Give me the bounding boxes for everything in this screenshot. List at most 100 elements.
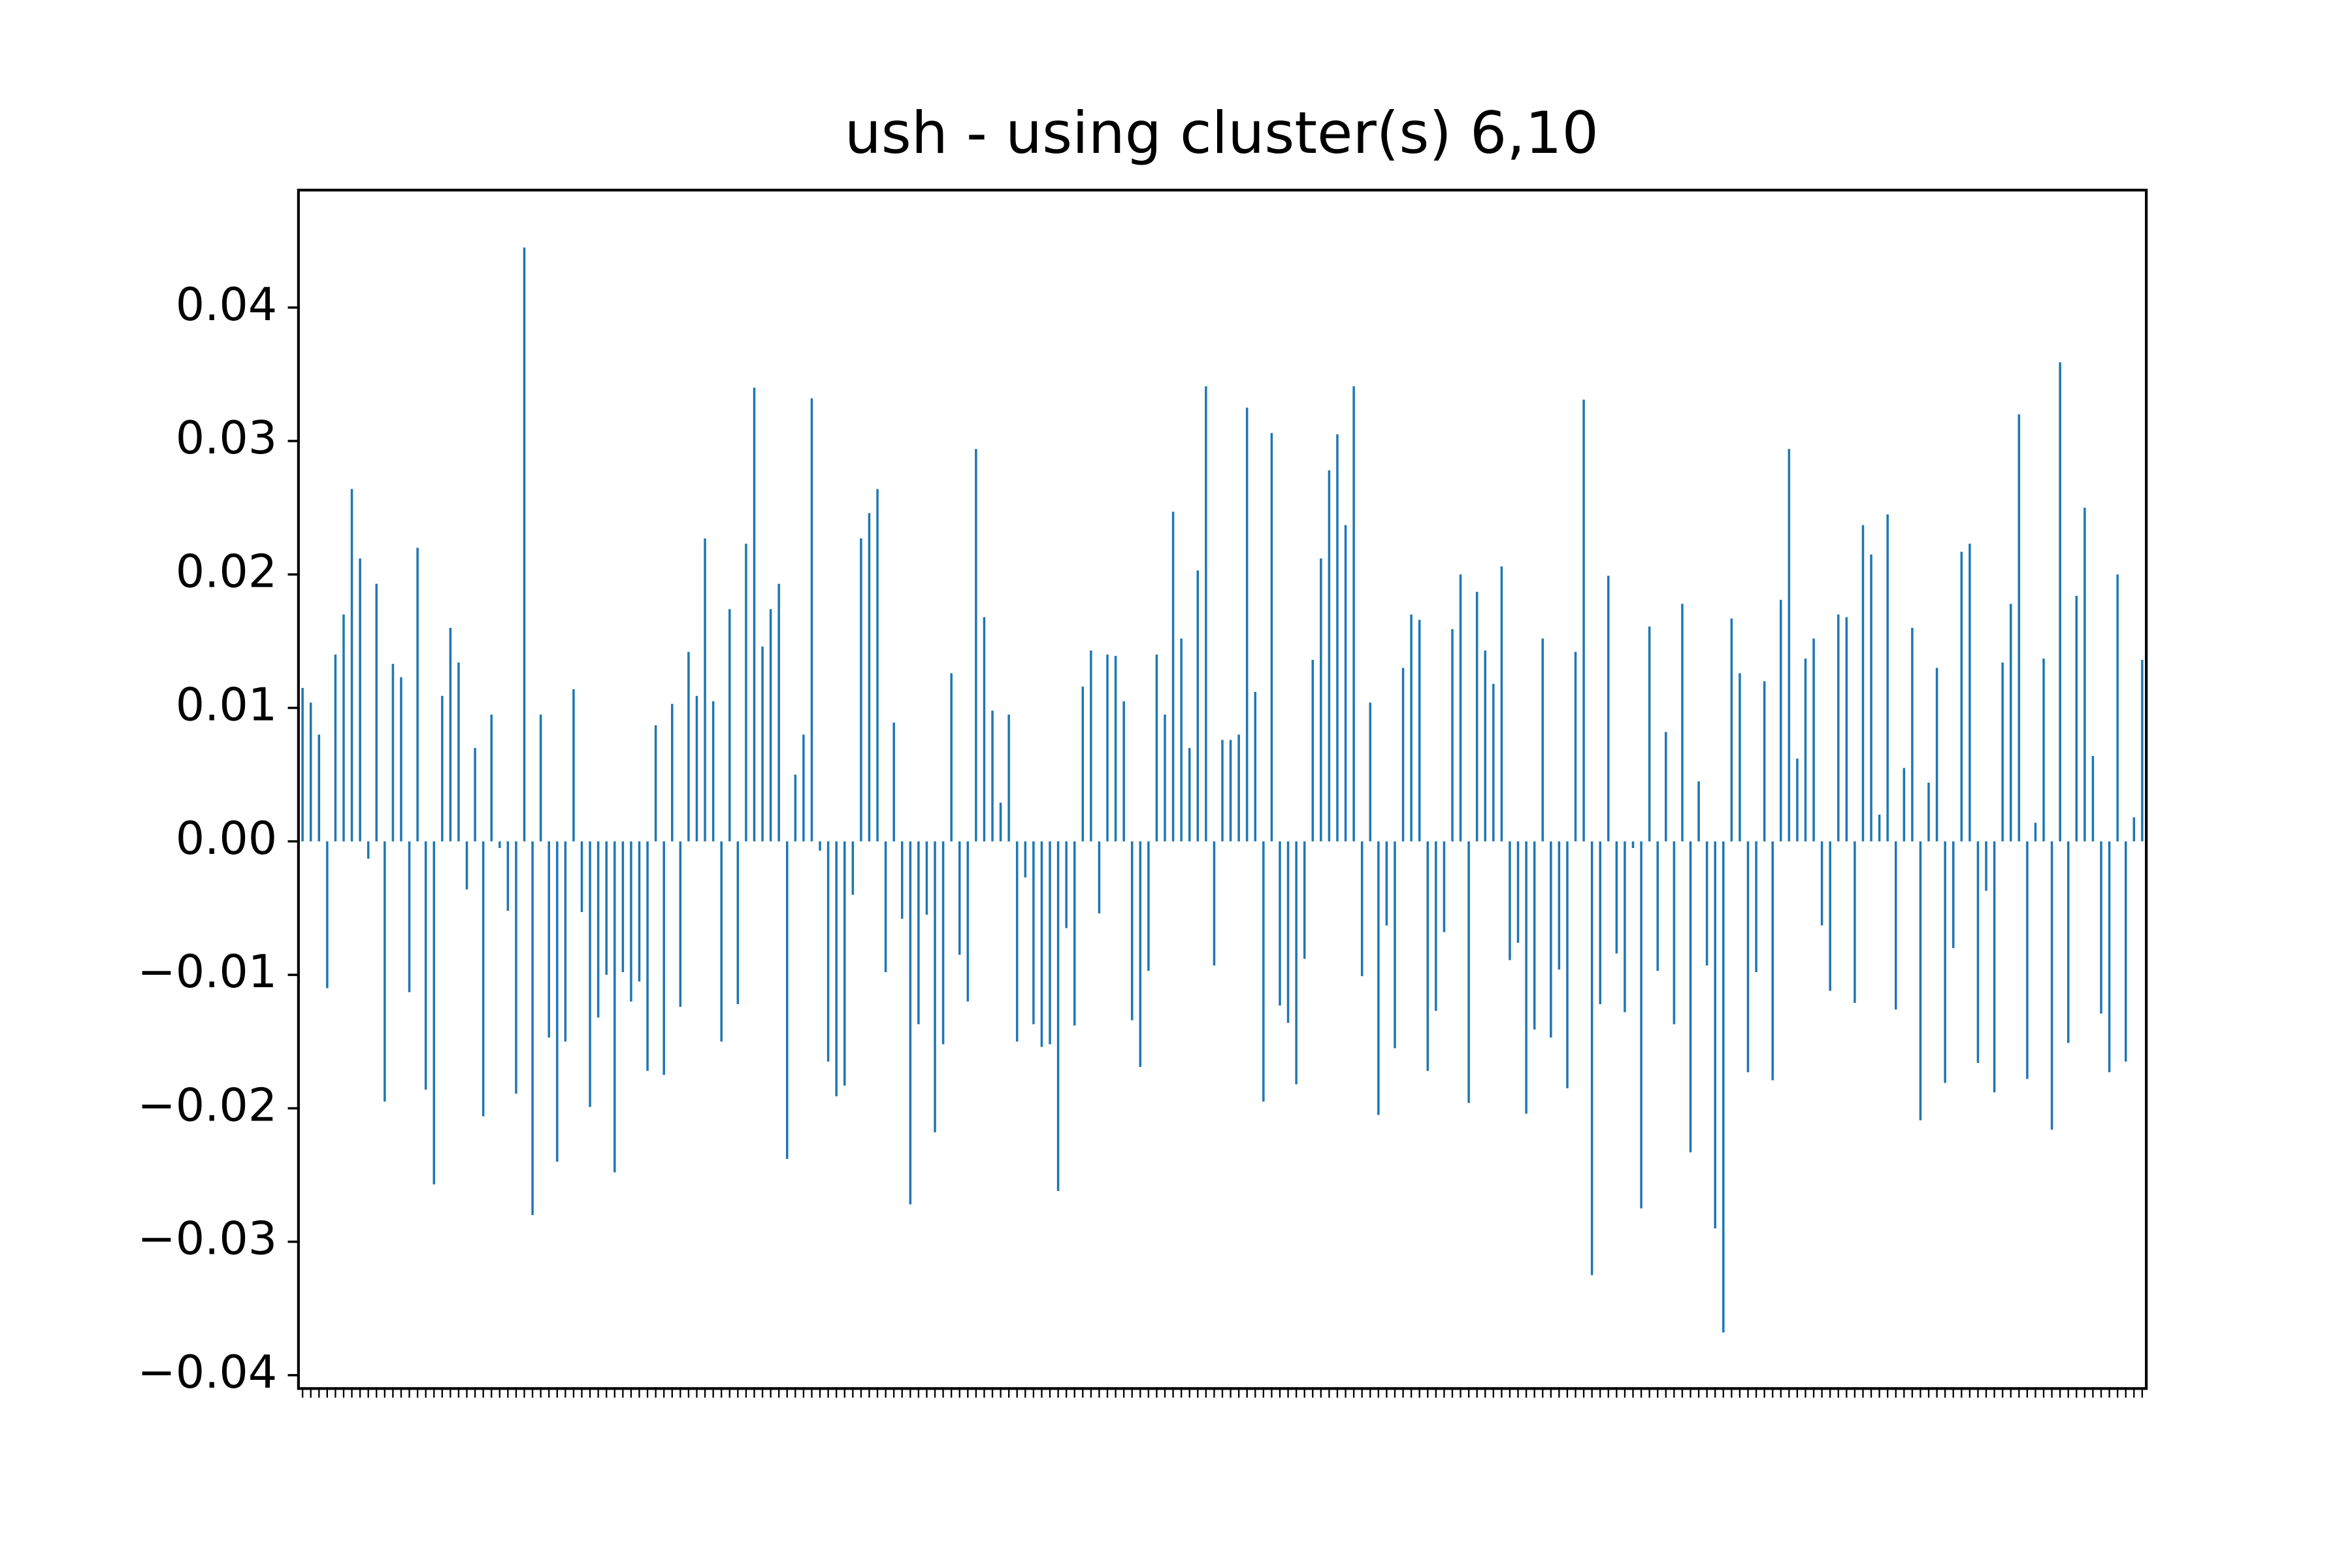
y-tick-label: 0.03 — [176, 412, 277, 465]
y-tick-label: −0.03 — [137, 1213, 277, 1266]
bar — [1106, 654, 1109, 841]
bar — [1730, 618, 1733, 841]
bar — [1188, 747, 1191, 841]
bar — [1352, 386, 1355, 841]
y-tick-label: −0.01 — [137, 945, 277, 998]
bar — [1763, 681, 1766, 841]
y-tick-label: 0.01 — [176, 679, 277, 732]
bar — [1722, 841, 1725, 1333]
bar — [1903, 768, 1906, 841]
bar — [1566, 841, 1569, 1088]
bar — [711, 701, 715, 841]
bar — [1648, 626, 1651, 841]
bar — [1336, 434, 1339, 841]
bar — [1870, 554, 1872, 841]
bar — [1968, 544, 1971, 841]
bar — [728, 609, 731, 841]
bar — [769, 609, 772, 841]
bar — [2141, 660, 2144, 841]
bar — [2009, 604, 2012, 841]
bar — [736, 841, 740, 1005]
bar — [309, 702, 312, 841]
bar — [900, 841, 904, 919]
bar — [1927, 782, 1930, 841]
bar — [1328, 470, 1331, 841]
chart-title: ush - using cluster(s) 6,10 — [845, 99, 1599, 167]
bar — [1665, 732, 1667, 841]
bar — [687, 651, 690, 841]
bar — [753, 387, 756, 841]
bar — [1426, 841, 1429, 1071]
bar — [1147, 841, 1150, 971]
bar — [777, 583, 780, 841]
bar — [646, 841, 649, 1071]
bar — [1599, 841, 1601, 1005]
bar — [1065, 841, 1068, 928]
bar — [589, 841, 591, 1107]
bar — [1714, 841, 1716, 1229]
bar — [1475, 591, 1478, 841]
bar — [1582, 399, 1585, 841]
bar — [301, 687, 304, 841]
bar — [1574, 651, 1577, 841]
bar — [671, 704, 674, 841]
bar — [630, 841, 632, 1002]
bar — [482, 841, 485, 1117]
bar — [1845, 617, 1848, 841]
bar — [2017, 414, 2021, 841]
bar — [449, 627, 452, 841]
bar — [1049, 841, 1051, 1045]
bar — [1993, 841, 1996, 1092]
bar — [391, 664, 395, 841]
bar — [1171, 512, 1175, 841]
bar — [860, 538, 862, 841]
bar — [1854, 841, 1856, 1003]
bar — [1286, 841, 1290, 1023]
bar — [843, 841, 846, 1086]
bar — [1164, 714, 1166, 841]
bar — [1952, 841, 1955, 949]
bar — [810, 398, 813, 841]
plot-frame — [297, 188, 2148, 1390]
bar — [1245, 407, 1249, 841]
bar — [1673, 841, 1676, 1024]
bar — [1344, 525, 1347, 841]
bar — [1180, 638, 1183, 841]
bar — [1541, 638, 1544, 841]
bar — [1607, 576, 1610, 841]
bar — [506, 841, 510, 911]
bar — [950, 673, 953, 841]
bar — [1705, 841, 1708, 966]
bar — [2042, 658, 2045, 841]
bar — [1401, 668, 1405, 841]
bar — [1073, 841, 1076, 1026]
bar — [474, 747, 476, 841]
bar — [1631, 841, 1635, 849]
bar — [498, 841, 501, 849]
bar — [876, 489, 879, 841]
y-tick-label: 0.02 — [176, 545, 277, 598]
bar — [1960, 551, 1963, 841]
bar — [1130, 841, 1134, 1021]
bar — [2108, 841, 2111, 1073]
bar — [720, 841, 723, 1042]
bar — [934, 841, 936, 1133]
bar — [1467, 841, 1470, 1103]
bar — [802, 734, 805, 841]
bar — [1237, 734, 1240, 841]
bar — [580, 841, 583, 913]
bar — [835, 841, 838, 1096]
bar — [400, 677, 402, 841]
bar — [1155, 654, 1158, 841]
bar — [1205, 386, 1207, 841]
bar — [408, 841, 411, 992]
bar — [1221, 740, 1224, 841]
bar — [334, 654, 337, 841]
bar — [745, 544, 747, 841]
bar — [1796, 759, 1799, 841]
bar — [613, 841, 616, 1173]
bar — [1739, 673, 1741, 841]
bar — [1640, 841, 1642, 1209]
